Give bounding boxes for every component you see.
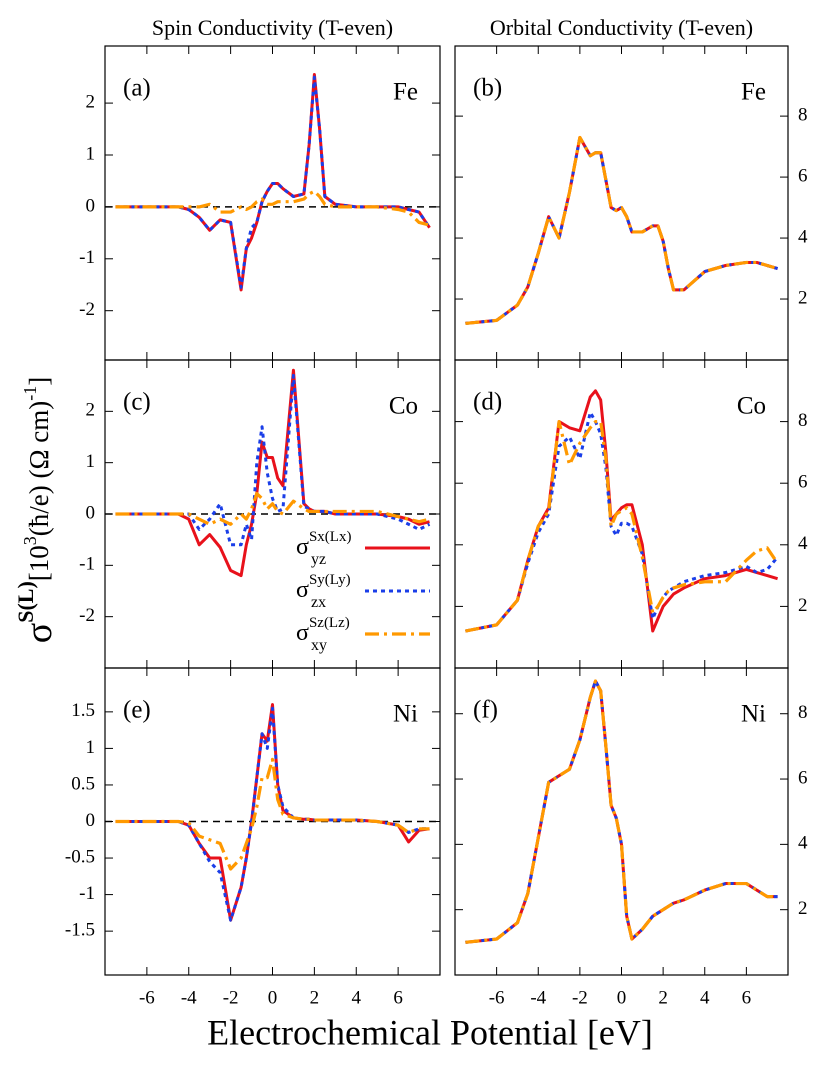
legend-sub: xy [311,637,327,654]
series-line [465,679,778,944]
y-label-symbol: σ [18,623,60,643]
panel-label: (d) [473,389,502,416]
y-tick-label: 6 [798,165,808,186]
series-line [465,679,778,944]
x-tick-label: -4 [530,987,546,1008]
element-label: Co [737,393,766,420]
series-line [115,373,431,547]
legend-symbol: σ [296,577,309,603]
x-tick-label: 0 [617,987,627,1008]
legend-label: σSy(Ly) zx [296,572,351,610]
x-tick-label: 2 [658,987,668,1008]
y-tick-label: 2 [86,400,96,421]
y-tick-label: 0.5 [71,773,95,794]
panel-label: (a) [123,75,151,102]
panel-label: (b) [473,75,502,102]
y-label-unit: (ħ/e) (Ω cm) [24,401,54,537]
series-line [115,703,430,922]
element-label: Ni [393,701,418,728]
y-tick-label: -1 [79,554,95,575]
y-tick-label: 1.5 [71,700,95,721]
x-tick-label: -2 [572,987,588,1008]
x-tick-label: 4 [352,987,362,1008]
y-tick-label: 2 [798,898,808,919]
y-tick-label: 8 [798,702,808,723]
y-tick-label: -1.5 [65,920,95,941]
series-line [465,420,779,633]
y-tick-label: 2 [798,595,808,616]
legend-sub: zx [311,594,326,611]
panel-label: (e) [123,697,151,724]
series-line [465,389,779,633]
y-axis-title: σS(L)[103(ħ/e) (Ω cm)-1] [13,377,60,644]
y-tick-label: 0 [86,810,96,831]
x-tick-label: 6 [393,987,403,1008]
y-tick-label: -2 [79,605,95,626]
y-tick-label: 1 [86,143,96,164]
series-line [465,135,779,325]
y-tick-label: 8 [798,410,808,431]
legend-sup: Sy(Ly) [309,572,351,588]
series-line [465,679,778,944]
series-line [465,410,779,633]
panel-frame [454,667,789,976]
y-tick-label: 6 [798,472,808,493]
y-tick-label: 2 [798,287,808,308]
y-label-exp: 3 [20,536,40,545]
panel-label: (c) [123,389,151,416]
y-label-exp: -1 [20,386,40,401]
y-label-unit: ] [24,377,54,386]
legend-sup: Sz(Lz) [309,615,350,631]
series-line [465,135,779,326]
y-tick-label: 2 [86,91,96,112]
series-line [115,706,430,922]
y-tick-label: -1 [79,247,95,268]
x-tick-label: 2 [310,987,320,1008]
y-tick-label: 0 [86,502,96,523]
x-tick-label: -2 [223,987,239,1008]
x-tick-label: -6 [139,987,155,1008]
element-label: Ni [741,701,766,728]
legend-sup: Sx(Lx) [309,529,352,545]
y-tick-label: 4 [798,226,808,247]
x-tick-label: -4 [181,987,197,1008]
x-tick-label: 6 [742,987,752,1008]
y-label-sup: S(L) [13,581,38,623]
x-tick-label: 4 [700,987,710,1008]
y-tick-label: 4 [798,533,808,554]
series-line [115,368,430,578]
series-line [115,757,430,871]
panel-label: (f) [473,697,498,724]
element-label: Fe [393,79,418,106]
y-tick-label: 8 [798,104,808,125]
x-tick-label: 0 [268,987,278,1008]
x-tick-label: -6 [489,987,505,1008]
y-tick-label: 1 [86,451,96,472]
y-tick-label: 0 [86,195,96,216]
column-title: Spin Conductivity (T-even) [152,15,393,40]
legend-label: σSz(Lz) xy [296,615,350,653]
series-line [115,189,430,227]
series-line [465,135,779,325]
legend-sub: yz [311,551,326,568]
legend-label: σSx(Lx) yz [296,529,351,567]
column-title: Orbital Conductivity (T-even) [490,15,753,40]
y-tick-label: 1 [86,737,96,758]
x-axis-title: Electrochemical Potential [eV] [207,1012,653,1052]
legend-symbol: σ [296,534,309,560]
y-tick-label: 4 [798,833,808,854]
series-line [115,491,430,526]
element-label: Co [389,393,418,420]
y-label-unit: [10 [24,545,54,581]
element-label: Fe [741,79,766,106]
legend-symbol: σ [296,620,309,646]
y-tick-label: -0.5 [65,846,95,867]
y-tick-label: -1 [79,883,95,904]
y-tick-label: -2 [79,299,95,320]
y-tick-label: 6 [798,767,808,788]
panel-frame [104,667,441,976]
series-line [115,75,431,289]
